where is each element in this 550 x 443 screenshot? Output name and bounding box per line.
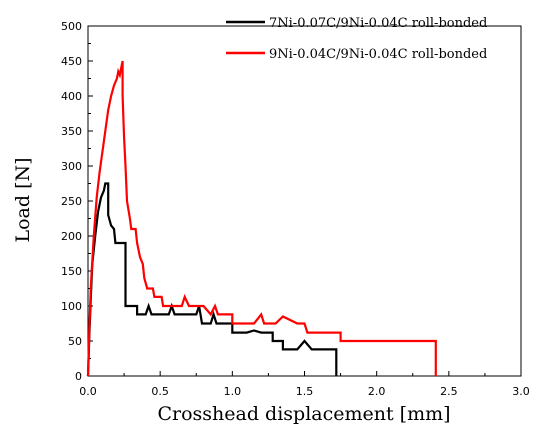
y-tick-label: 450 — [61, 55, 82, 68]
series-line-1 — [86, 182, 338, 377]
x-axis-title: Crosshead displacement [mm] — [157, 403, 450, 425]
y-tick-label: 400 — [61, 90, 82, 103]
y-tick-label: 50 — [68, 335, 82, 348]
y-tick-label: 100 — [61, 300, 82, 313]
y-axis: 0 50 100 150 200 250 300 350 400 450 500 — [61, 20, 93, 383]
x-tick-label: 2.0 — [368, 385, 386, 398]
legend: 7Ni-0.07C/9Ni-0.04C roll-bonded 9Ni-0.04… — [226, 16, 487, 62]
legend-label-series-1: 7Ni-0.07C/9Ni-0.04C roll-bonded — [269, 16, 487, 31]
x-axis: 0.0 0.5 1.0 1.5 2.0 2.5 3.0 — [79, 371, 530, 398]
y-tick-label: 350 — [61, 125, 82, 138]
x-tick-label: 0.5 — [151, 385, 169, 398]
y-tick-label: 250 — [61, 195, 82, 208]
series-layer — [86, 60, 437, 377]
x-tick-label: 2.5 — [440, 385, 458, 398]
x-tick-label: 0.0 — [79, 385, 97, 398]
legend-label-series-2: 9Ni-0.04C/9Ni-0.04C roll-bonded — [269, 47, 487, 62]
y-tick-label: 300 — [61, 160, 82, 173]
series-line-2 — [86, 60, 437, 377]
y-axis-title: Load [N] — [12, 157, 34, 242]
x-tick-label: 1.5 — [296, 385, 314, 398]
y-tick-label: 500 — [61, 20, 82, 33]
y-tick-label: 0 — [75, 370, 82, 383]
y-tick-label: 200 — [61, 230, 82, 243]
x-tick-label: 1.0 — [224, 385, 242, 398]
y-tick-label: 150 — [61, 265, 82, 278]
x-tick-label: 3.0 — [512, 385, 530, 398]
